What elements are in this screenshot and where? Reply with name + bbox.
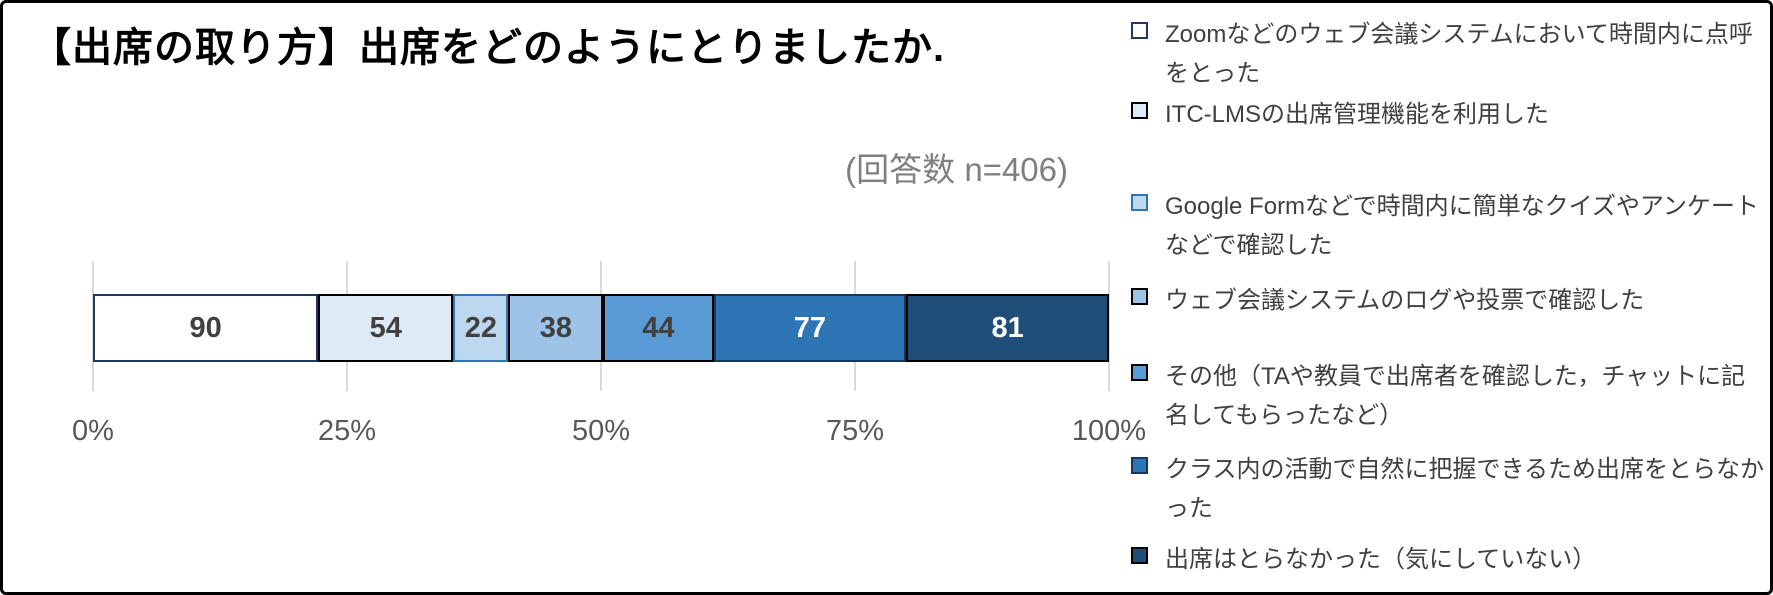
bar-segment-value: 38	[539, 311, 573, 344]
x-tick-50: 50%	[571, 415, 631, 447]
legend-swatch-icon	[1131, 194, 1148, 211]
bar-segment-class-activity: 77	[713, 294, 907, 362]
x-tick-0: 0%	[72, 415, 114, 447]
legend-label: Zoomなどのウェブ会議システムにおいて時間内に点呼をとった	[1165, 21, 1753, 87]
gridline-100	[1108, 261, 1110, 391]
bar-segment-other: 44	[603, 294, 714, 362]
bar-segment-value: 54	[369, 311, 402, 344]
x-tick-75: 75%	[825, 415, 885, 447]
chart-title: 【出席の取り方】出席をどのようにとりましたか.	[31, 26, 946, 70]
bar-segment-zoom-rollcall: 90	[93, 294, 319, 362]
bar-segment-value: 22	[464, 311, 497, 344]
bar-segment-value: 81	[991, 311, 1024, 344]
legend-swatch-icon	[1131, 547, 1148, 564]
x-axis: 0% 25% 50% 75% 100%	[72, 415, 1146, 455]
legend-label: クラス内の活動で自然に把握できるため出席をとらなかった	[1165, 456, 1765, 522]
stacked-bar: 90 54 22 38 44 77 81	[93, 294, 1109, 362]
legend-swatch-icon	[1131, 102, 1148, 119]
legend-label: ウェブ会議システムのログや投票で確認した	[1165, 287, 1645, 314]
legend-swatch-icon	[1131, 22, 1148, 39]
bar-segment-itc-lms: 54	[318, 294, 454, 362]
legend-swatch-icon	[1131, 288, 1148, 305]
legend-swatch-icon	[1131, 457, 1148, 474]
legend-item-web-conf-log: ウェブ会議システムのログや投票で確認した	[1131, 281, 1765, 320]
legend-label: ITC-LMSの出席管理機能を利用した	[1165, 101, 1549, 128]
legend: Zoomなどのウェブ会議システムにおいて時間内に点呼をとった ITC-LMSの出…	[1131, 3, 1765, 592]
response-count-annotation: (回答数 n=406)	[845, 151, 1068, 188]
legend-label: 出席はとらなかった（気にしていない）	[1165, 546, 1597, 573]
legend-label: その他（TAや教員で出席者を確認した，チャットに記名してもらったなど）	[1165, 363, 1746, 429]
legend-item-itc-lms: ITC-LMSの出席管理機能を利用した	[1131, 95, 1765, 134]
bar-segment-value: 77	[793, 311, 827, 344]
legend-item-no-attendance: 出席はとらなかった（気にしていない）	[1131, 540, 1765, 579]
bar-segment-value: 90	[189, 311, 222, 344]
legend-label: Google Formなどで時間内に簡単なクイズやアンケートなどで確認した	[1165, 193, 1759, 259]
legend-item-zoom-rollcall: Zoomなどのウェブ会議システムにおいて時間内に点呼をとった	[1131, 15, 1765, 93]
legend-item-other: その他（TAや教員で出席者を確認した，チャットに記名してもらったなど）	[1131, 357, 1765, 435]
bar-segment-value: 44	[642, 311, 675, 344]
x-tick-25: 25%	[317, 415, 377, 447]
bar-segment-google-form: 22	[453, 294, 509, 362]
legend-swatch-icon	[1131, 364, 1148, 381]
x-tick-100: 100%	[1071, 415, 1147, 447]
bar-segment-no-attendance: 81	[906, 294, 1109, 362]
legend-item-class-activity: クラス内の活動で自然に把握できるため出席をとらなかった	[1131, 450, 1765, 528]
plot-area: 90 54 22 38 44 77 81	[92, 261, 1110, 391]
bar-segment-web-conf-log: 38	[508, 294, 604, 362]
legend-item-google-form: Google Formなどで時間内に簡単なクイズやアンケートなどで確認した	[1131, 187, 1765, 265]
